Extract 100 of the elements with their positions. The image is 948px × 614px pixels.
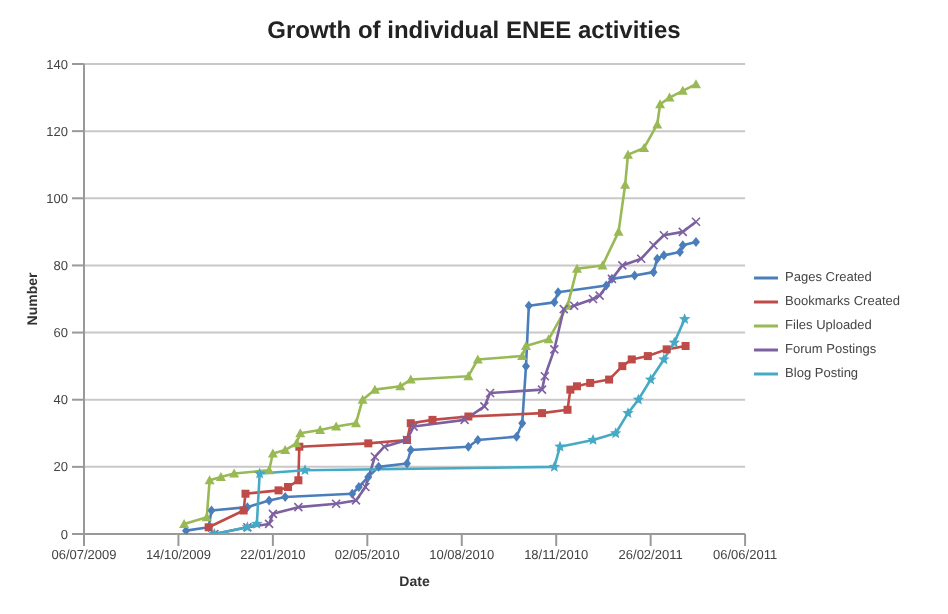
point (659, 230, 669, 241)
point (563, 405, 572, 414)
point (253, 467, 266, 479)
point (554, 287, 563, 298)
point (241, 489, 250, 498)
point (632, 393, 645, 405)
point (479, 401, 490, 412)
point (179, 518, 190, 528)
point (537, 384, 547, 395)
point (653, 253, 662, 264)
point (594, 290, 605, 301)
point (370, 451, 380, 462)
point (630, 270, 639, 281)
point (677, 85, 688, 95)
point (572, 382, 581, 391)
point (364, 471, 373, 482)
point (351, 495, 361, 506)
point (617, 260, 628, 271)
point (428, 415, 437, 424)
point (204, 475, 215, 485)
point (605, 375, 614, 384)
point (639, 142, 650, 152)
point (610, 427, 622, 439)
point (691, 216, 701, 227)
point (550, 297, 559, 308)
point (215, 471, 226, 481)
point (622, 149, 633, 159)
point (538, 409, 547, 418)
point (283, 483, 292, 491)
point (517, 351, 528, 361)
point (379, 441, 390, 452)
point (644, 373, 657, 385)
point (691, 236, 700, 247)
point (464, 441, 473, 452)
point (566, 385, 575, 394)
point (512, 431, 521, 442)
point (518, 418, 527, 429)
point (662, 345, 671, 354)
point (520, 341, 531, 350)
point (267, 448, 278, 458)
point (485, 388, 495, 398)
point (658, 353, 670, 365)
point (586, 378, 595, 387)
point (348, 488, 357, 499)
point (229, 468, 240, 478)
point (207, 505, 216, 516)
point (620, 179, 631, 189)
point (459, 415, 470, 425)
chart-title: Growth of individual ENEE activities (265, 16, 683, 48)
point (354, 482, 363, 492)
point (678, 240, 687, 251)
point (668, 336, 680, 348)
point (331, 421, 342, 431)
point (281, 492, 290, 503)
point (655, 99, 666, 109)
point (571, 263, 582, 273)
point (678, 313, 691, 324)
point (643, 352, 652, 361)
point (374, 461, 383, 472)
point (294, 476, 303, 485)
point (463, 371, 474, 381)
point (675, 247, 684, 257)
point (299, 464, 311, 476)
point (402, 458, 411, 469)
point (652, 119, 663, 129)
point (350, 418, 361, 428)
point (524, 300, 533, 311)
point (618, 362, 627, 371)
point (472, 354, 483, 364)
point (588, 294, 598, 304)
point (331, 498, 341, 509)
point (473, 435, 482, 445)
point (360, 482, 371, 492)
point (395, 381, 406, 391)
point (265, 495, 274, 506)
point (295, 428, 306, 438)
point (364, 439, 373, 448)
point (681, 342, 690, 350)
point (659, 250, 668, 261)
point (357, 394, 368, 404)
point (602, 280, 611, 291)
point (690, 79, 701, 89)
point (540, 371, 550, 382)
point (548, 460, 561, 472)
point (677, 227, 688, 237)
point (549, 344, 560, 355)
point (406, 445, 415, 456)
point (649, 267, 658, 278)
point (264, 465, 275, 475)
point (627, 355, 636, 364)
point (405, 374, 416, 384)
point (268, 509, 278, 519)
point (274, 486, 283, 495)
point (280, 445, 291, 455)
point (622, 407, 634, 418)
point (264, 519, 274, 529)
point (597, 260, 608, 270)
point (543, 334, 554, 344)
point (554, 440, 566, 452)
point (315, 424, 326, 434)
